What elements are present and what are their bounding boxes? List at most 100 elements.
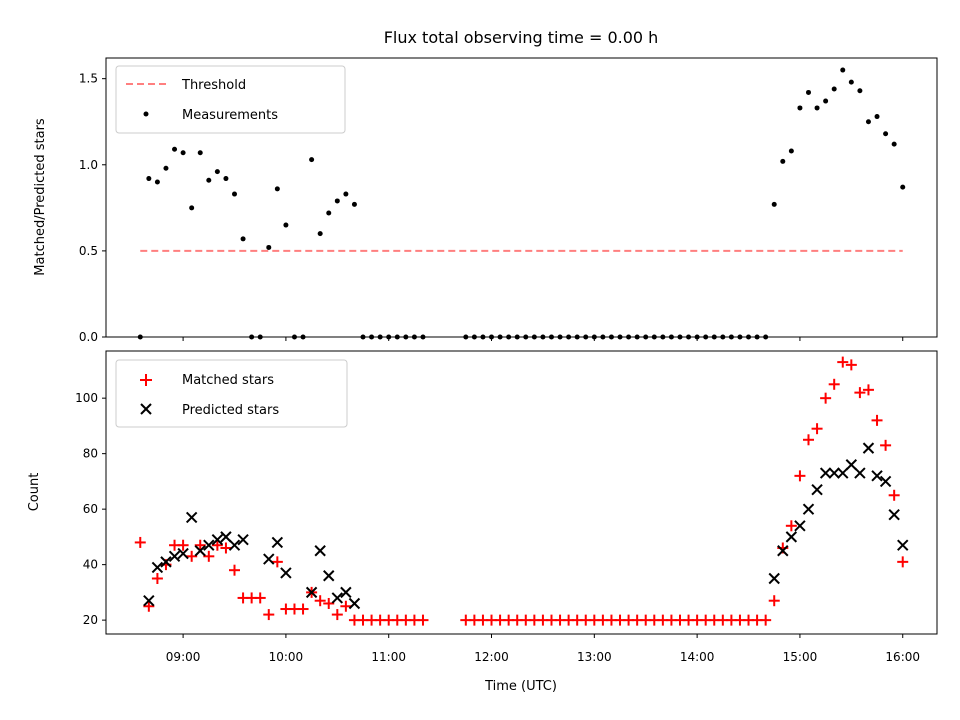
matched-star-point	[760, 614, 772, 626]
bottom-y-axis: 20 40 60 80 100	[75, 391, 106, 627]
measurement-point	[891, 141, 897, 147]
measurement-point	[146, 176, 152, 182]
bottom-x-tick-label: 16:00	[885, 650, 920, 664]
measurement-point	[154, 179, 160, 185]
top-plot-frame	[105, 57, 938, 338]
top-x-ticks	[182, 337, 904, 341]
bottom-x-tick-label: 11:00	[371, 650, 406, 664]
matched-star-point	[802, 434, 814, 446]
matched-star-point	[820, 392, 832, 404]
bottom-matched-layer	[134, 356, 909, 626]
measurement-point	[283, 222, 289, 228]
top-y-tick-label: 0.0	[79, 330, 98, 344]
matched-star-point	[331, 609, 343, 621]
figure-title: Flux total observing time = 0.00 h	[384, 28, 659, 47]
bottom-x-tick-label: 14:00	[680, 650, 715, 664]
measurement-point	[232, 191, 238, 197]
legend-matched-label: Matched stars	[182, 373, 274, 388]
bottom-x-tick-label: 15:00	[783, 650, 818, 664]
matched-star-point	[314, 595, 326, 607]
predicted-star-point	[280, 567, 292, 579]
measurement-point	[326, 210, 332, 216]
measurement-point	[223, 176, 229, 182]
matched-star-point	[323, 597, 335, 609]
matched-star-point	[845, 359, 857, 371]
measurement-point	[351, 201, 357, 207]
measurement-point	[900, 184, 906, 190]
bottom-panel: 20 40 60 80 100 09:00 10:00 11:00 12:00 13:00 14:…	[27, 350, 938, 694]
bottom-legend: Matched stars Predicted stars	[115, 359, 348, 428]
top-y-tick-label: 1.0	[79, 158, 98, 172]
predicted-star-point	[819, 467, 832, 479]
bottom-y-tick-label: 80	[83, 447, 98, 461]
measurement-point	[214, 169, 220, 175]
predicted-star-point	[862, 442, 875, 454]
measurement-point	[823, 98, 829, 104]
measurement-point	[197, 150, 203, 156]
matched-star-point	[203, 550, 215, 562]
top-y-axis: 0.0 0.5 1.0 1.5	[79, 72, 106, 344]
bottom-predicted-layer	[143, 442, 909, 610]
predicted-star-point	[185, 511, 198, 524]
predicted-star-point	[897, 539, 909, 551]
bottom-y-tick-label: 60	[83, 502, 98, 516]
predicted-star-point	[228, 539, 241, 551]
matched-star-point	[186, 550, 198, 562]
predicted-star-point	[879, 475, 892, 488]
predicted-star-point	[340, 586, 352, 599]
matched-star-point	[263, 609, 275, 621]
predicted-star-point	[305, 586, 318, 599]
measurement-point	[317, 231, 323, 237]
predicted-star-point	[811, 484, 823, 496]
measurement-point	[780, 158, 786, 164]
matched-star-point	[768, 595, 780, 607]
top-measurements-layer	[137, 67, 906, 340]
measurement-point	[865, 119, 871, 125]
predicted-star-point	[331, 592, 344, 604]
predicted-star-point	[768, 572, 780, 585]
predicted-star-point	[785, 531, 798, 543]
matched-star-point	[143, 600, 155, 612]
matched-star-point	[888, 489, 900, 501]
measurement-point	[788, 148, 794, 154]
predicted-star-point	[837, 467, 849, 479]
bottom-x-tick-label: 12:00	[474, 650, 509, 664]
measurement-point	[857, 88, 863, 94]
legend-matched-swatch	[140, 374, 152, 386]
predicted-star-point	[323, 570, 335, 582]
measurement-point	[240, 236, 246, 242]
measurement-point	[771, 201, 777, 207]
predicted-star-point	[777, 545, 789, 557]
bottom-y-tick-label: 20	[83, 613, 98, 627]
measurement-point	[840, 67, 846, 73]
bottom-x-tick-label: 13:00	[577, 650, 612, 664]
matched-star-point	[211, 539, 223, 551]
matched-star-point	[340, 600, 352, 612]
measurement-point	[334, 198, 340, 204]
legend-threshold-label: Threshold	[181, 78, 246, 93]
matched-star-point	[297, 603, 309, 615]
predicted-star-point	[177, 547, 189, 560]
bottom-y-tick-label: 100	[75, 391, 98, 405]
legend-measurements-swatch	[143, 111, 149, 117]
predicted-star-point	[888, 508, 900, 521]
top-legend-box	[115, 65, 346, 134]
measurement-point	[848, 79, 854, 85]
measurement-point	[180, 150, 186, 156]
matched-star-point	[254, 592, 266, 604]
predicted-star-point	[220, 531, 232, 543]
bottom-x-axis-label: Time (UTC)	[484, 679, 557, 694]
legend-predicted-label: Predicted stars	[182, 403, 279, 418]
matched-star-point	[229, 564, 241, 576]
predicted-star-point	[203, 539, 215, 551]
measurement-point	[874, 114, 880, 120]
matched-star-point	[828, 378, 840, 390]
bottom-y-axis-label: Count	[27, 473, 42, 512]
bottom-x-axis: 09:00 10:00 11:00 12:00 13:00 14:00 15:00 16:00	[166, 634, 920, 664]
measurement-point	[831, 86, 837, 92]
predicted-star-point	[237, 533, 249, 546]
matched-star-point	[194, 539, 206, 551]
predicted-star-point	[802, 503, 815, 515]
matched-star-point	[794, 470, 806, 482]
